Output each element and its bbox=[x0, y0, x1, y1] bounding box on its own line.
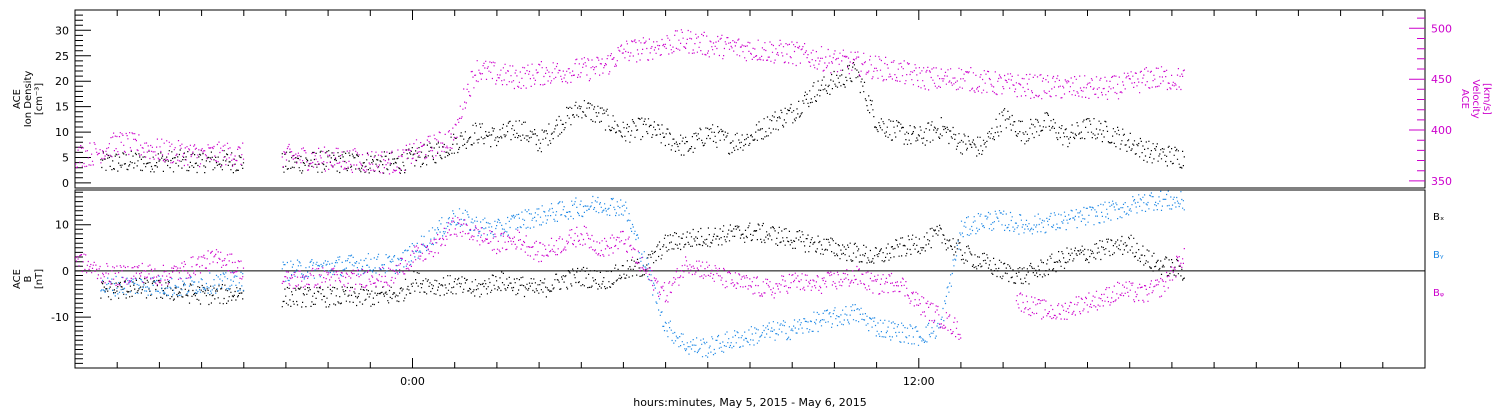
left-axis-title: [nT] bbox=[34, 269, 45, 289]
left-tick-label: 0 bbox=[62, 177, 69, 190]
right-tick-label: 350 bbox=[1431, 175, 1452, 188]
right-tick-label: 500 bbox=[1431, 22, 1452, 35]
bx-points bbox=[100, 277, 245, 306]
legend-by: Bᵧ bbox=[1433, 250, 1444, 261]
right-tick-label: 450 bbox=[1431, 73, 1452, 86]
right-axis-ticks bbox=[1409, 17, 1425, 182]
left-tick-label: 20 bbox=[55, 75, 69, 88]
x-axis-ticks bbox=[74, 358, 1426, 368]
left-tick-label: 10 bbox=[55, 126, 69, 139]
bz-points bbox=[75, 249, 245, 286]
by-points bbox=[100, 271, 245, 297]
by-points bbox=[281, 190, 1185, 358]
left-tick-label: 5 bbox=[62, 151, 69, 164]
legend-bx: Bₓ bbox=[1433, 212, 1444, 223]
left-tick-label: 25 bbox=[55, 50, 69, 63]
left-tick-label: -10 bbox=[51, 311, 69, 324]
left-axis-title: [cm⁻³] bbox=[34, 83, 45, 115]
right-axis-title: [km/s] bbox=[1481, 83, 1492, 115]
velocity-points bbox=[75, 132, 245, 169]
left-axis-title: Ion Density bbox=[23, 71, 34, 128]
left-axis-title: B bbox=[23, 275, 34, 282]
left-axis-title: ACE bbox=[12, 269, 23, 289]
bz-points bbox=[1015, 248, 1185, 320]
left-axis-ticks bbox=[75, 9, 91, 189]
x-axis-title: hours:minutes, May 5, 2015 - May 6, 2015 bbox=[633, 396, 867, 409]
left-axis-title: ACE bbox=[12, 89, 23, 109]
right-axis-title: Velocity bbox=[1470, 79, 1481, 118]
bx-points bbox=[281, 222, 1185, 308]
right-axis-title: ACE bbox=[1459, 89, 1470, 109]
density-points bbox=[281, 62, 1185, 174]
left-tick-label: 10 bbox=[55, 219, 69, 232]
left-tick-label: 0 bbox=[62, 265, 69, 278]
density-points bbox=[100, 149, 245, 174]
bottom-panel: -10 0 10 ACE B [nT] Bₓ Bᵧ Bᵩ bbox=[12, 189, 1444, 369]
x-axis-ticks bbox=[74, 10, 1426, 20]
bz-points bbox=[281, 217, 962, 340]
left-tick-label: 15 bbox=[55, 101, 69, 114]
left-tick-label: 30 bbox=[55, 24, 69, 37]
right-tick-label: 400 bbox=[1431, 124, 1452, 137]
x-tick-label: 0:00 bbox=[400, 375, 425, 388]
x-tick-label: 12:00 bbox=[903, 375, 935, 388]
left-axis-ticks bbox=[75, 191, 91, 369]
legend-bz: Bᵩ bbox=[1433, 288, 1444, 299]
panel-frame bbox=[74, 9, 1426, 189]
